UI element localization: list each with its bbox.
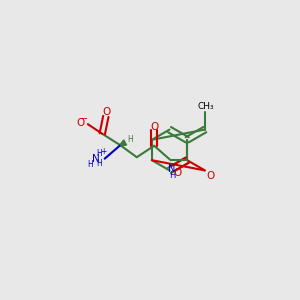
Text: N: N xyxy=(169,164,176,174)
Text: O: O xyxy=(102,107,111,118)
Text: +: + xyxy=(100,147,107,156)
Text: H: H xyxy=(87,160,93,169)
Text: CH₃: CH₃ xyxy=(197,102,214,111)
Text: N: N xyxy=(92,154,100,164)
Text: −: − xyxy=(80,114,88,124)
Text: O: O xyxy=(76,118,85,128)
Text: O: O xyxy=(207,171,215,181)
Text: H: H xyxy=(96,159,102,168)
Text: H: H xyxy=(96,149,102,158)
Text: H: H xyxy=(127,135,133,144)
Text: O: O xyxy=(173,168,181,178)
Text: O: O xyxy=(151,122,159,132)
Text: H: H xyxy=(169,171,175,180)
